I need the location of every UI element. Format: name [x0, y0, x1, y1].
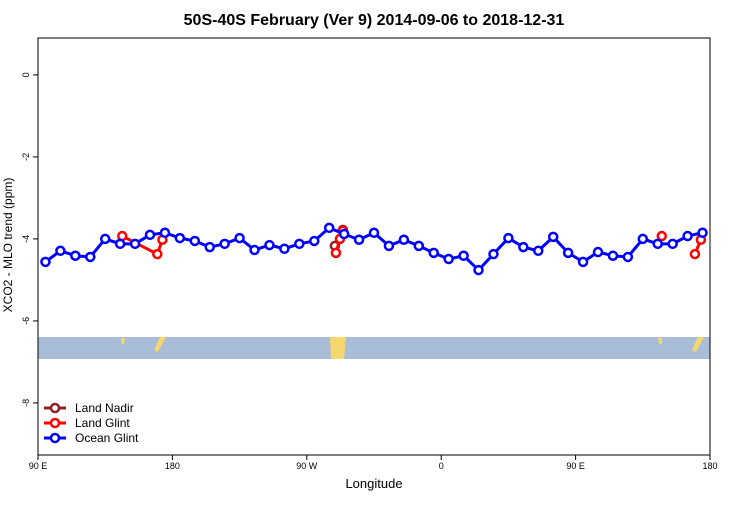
y-tick-label: -2 — [21, 153, 31, 161]
point — [189, 235, 201, 247]
y-tick-label: -8 — [21, 399, 31, 407]
point — [294, 238, 305, 250]
chart-title: 50S-40S February (Ver 9) 2014-09-06 to 2… — [184, 12, 565, 29]
point — [40, 256, 51, 268]
point — [85, 251, 96, 263]
point — [129, 238, 141, 250]
point — [533, 245, 544, 257]
point — [70, 250, 81, 261]
point — [656, 230, 668, 242]
point — [353, 234, 365, 245]
point — [689, 248, 701, 260]
x-tick-label: 0 — [439, 461, 444, 471]
point — [622, 251, 634, 263]
point — [368, 227, 380, 239]
point — [667, 238, 678, 250]
point — [99, 233, 111, 245]
point — [607, 250, 619, 261]
legend-marker — [49, 417, 61, 429]
y-tick-label: -4 — [21, 235, 31, 243]
point — [503, 232, 514, 244]
x-axis-label: Longitude — [345, 476, 402, 491]
legend-label: Land Nadir — [75, 401, 134, 415]
point — [174, 232, 186, 244]
point — [398, 234, 410, 245]
point — [443, 253, 454, 265]
legend-marker — [49, 432, 61, 444]
point — [473, 264, 484, 276]
x-tick-label: 90 W — [296, 461, 318, 471]
point — [159, 227, 171, 239]
legend-label: Ocean Glint — [75, 431, 139, 445]
x-tick-label: 180 — [702, 461, 717, 471]
point — [219, 238, 230, 250]
y-tick-label: -6 — [21, 317, 31, 325]
point — [383, 240, 395, 252]
x-tick-label: 90 E — [566, 461, 585, 471]
land-strip — [38, 337, 710, 359]
legend-label: Land Glint — [75, 416, 130, 430]
point — [562, 247, 574, 259]
point — [697, 227, 708, 239]
point — [234, 232, 245, 244]
point — [338, 228, 350, 240]
point — [152, 248, 163, 260]
y-axis-label: XCO2 - MLO trend (ppm) — [1, 178, 15, 313]
point — [458, 250, 469, 261]
point — [547, 231, 559, 243]
point — [488, 248, 499, 260]
y-tick-label: 0 — [21, 72, 31, 77]
point — [413, 240, 425, 252]
x-tick-label: 180 — [165, 461, 180, 471]
point — [204, 241, 215, 253]
point — [249, 244, 260, 256]
point — [428, 247, 439, 259]
point — [114, 238, 126, 250]
plot-frame — [37, 37, 711, 456]
point — [323, 222, 335, 234]
point — [144, 229, 156, 241]
point — [330, 247, 342, 259]
point — [309, 235, 320, 247]
point — [55, 245, 66, 257]
point — [279, 243, 290, 255]
point — [652, 238, 663, 250]
point — [518, 241, 529, 253]
x-tick-label: 90 E — [29, 461, 48, 471]
point — [682, 230, 693, 242]
point — [264, 239, 275, 251]
point — [577, 256, 589, 268]
legend-marker — [49, 402, 61, 414]
point — [592, 246, 604, 258]
point — [637, 233, 649, 245]
